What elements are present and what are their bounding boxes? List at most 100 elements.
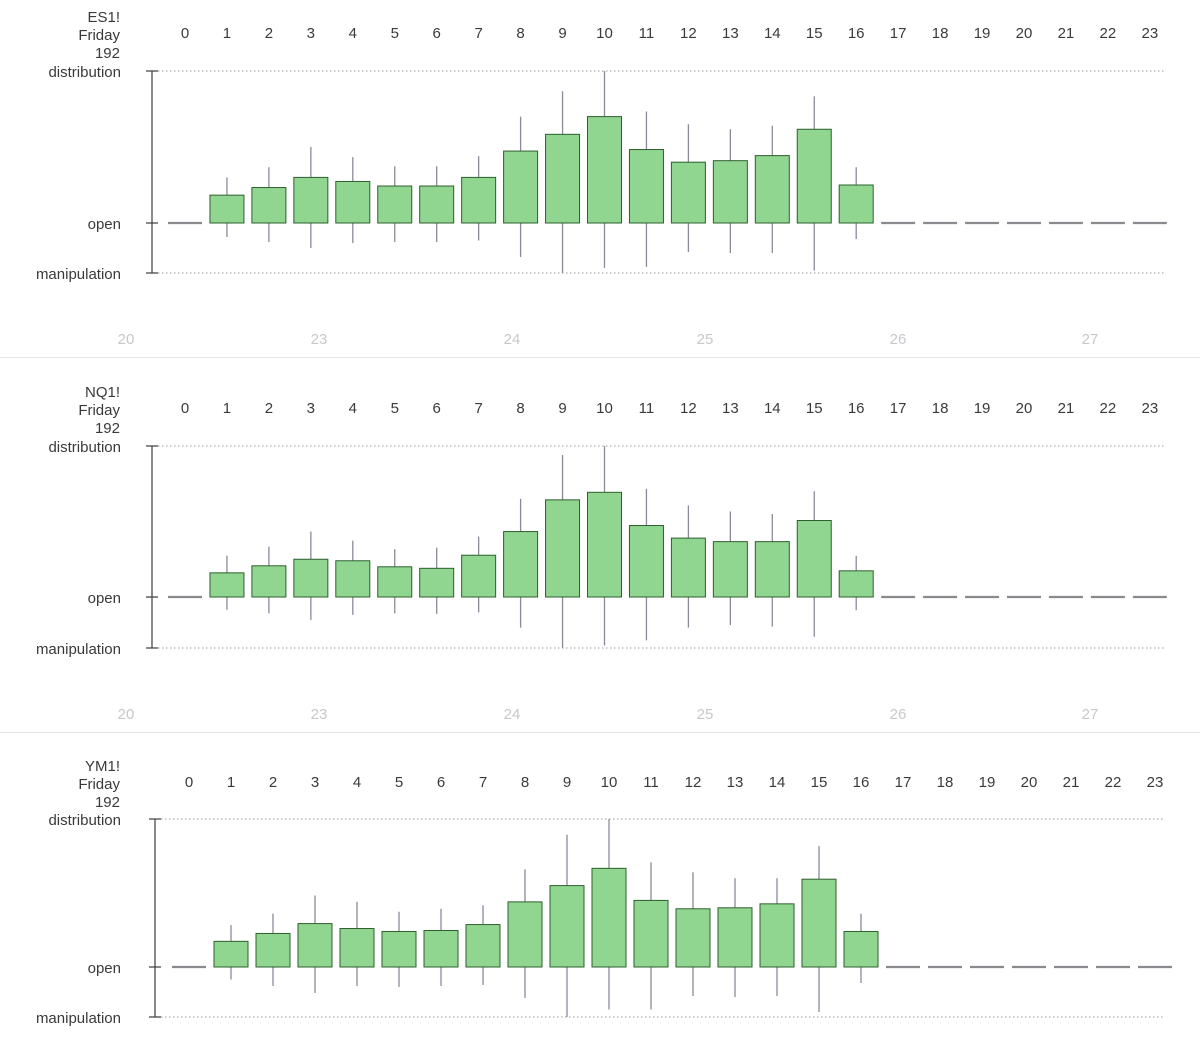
candle-body — [633, 899, 669, 968]
candle — [545, 91, 581, 273]
candle — [423, 908, 459, 986]
candle-body — [754, 541, 790, 598]
candle — [628, 111, 664, 267]
candle — [293, 147, 329, 248]
hour-tick-label: 6 — [433, 400, 441, 417]
candle — [377, 166, 413, 242]
y-tick-label-top: distribution — [48, 64, 121, 81]
hour-tick-label: 20 — [1016, 400, 1033, 417]
candle-body — [587, 491, 622, 598]
hour-tick-label: 23 — [1142, 400, 1159, 417]
candle-body — [209, 194, 245, 224]
hour-tick-label: 21 — [1058, 25, 1075, 42]
candle — [465, 905, 501, 985]
hour-tick-label: 18 — [937, 774, 954, 791]
bottom-axis-label: 25 — [697, 331, 714, 348]
hour-tick-label: 6 — [433, 25, 441, 42]
hour-tick-label: 21 — [1063, 774, 1080, 791]
hour-tick-label: 1 — [223, 400, 231, 417]
hour-tick-label: 0 — [185, 774, 193, 791]
hour-tick-label: 10 — [601, 774, 618, 791]
bottom-axis-label: 26 — [890, 331, 907, 348]
candle-body — [251, 565, 287, 598]
bottom-axis-label: 25 — [697, 706, 714, 723]
candle — [381, 911, 417, 987]
candle — [712, 511, 748, 626]
candle — [587, 446, 622, 646]
candle — [209, 555, 245, 610]
candle-body — [377, 566, 413, 598]
candle-body — [213, 940, 249, 968]
candle — [633, 862, 669, 1010]
candle — [209, 177, 245, 237]
y-tick-label-mid: open — [88, 216, 121, 233]
chart-title-symbol: NQ1! — [85, 384, 120, 401]
candle — [507, 869, 543, 998]
hour-tick-label: 19 — [974, 25, 991, 42]
hour-tick-label: 5 — [391, 25, 399, 42]
candle-body — [461, 554, 497, 598]
candle — [591, 819, 627, 1010]
candle — [675, 872, 711, 996]
candle-body — [712, 160, 748, 224]
hour-tick-label: 15 — [806, 400, 823, 417]
hour-tick-label: 12 — [680, 25, 697, 42]
hour-tick-label: 17 — [890, 25, 907, 42]
candle — [838, 555, 874, 611]
candle — [796, 491, 832, 637]
candle — [503, 498, 539, 628]
hour-tick-label: 9 — [558, 25, 566, 42]
chart-title-day: Friday — [78, 402, 120, 419]
candle — [461, 156, 497, 241]
hour-tick-label: 20 — [1016, 25, 1033, 42]
candle — [419, 547, 455, 614]
hour-tick-label: 17 — [895, 774, 912, 791]
candle — [213, 925, 249, 980]
hour-tick-label: 7 — [474, 25, 482, 42]
candle — [297, 895, 333, 993]
hour-tick-label: 13 — [722, 400, 739, 417]
chart-title-count: 192 — [95, 45, 120, 62]
candle — [419, 166, 455, 242]
candle — [670, 505, 706, 628]
candle — [545, 455, 581, 648]
hour-tick-label: 4 — [349, 25, 357, 42]
candle-body — [796, 128, 832, 224]
candle-body — [255, 932, 291, 968]
candle-body — [796, 519, 832, 598]
candle — [759, 878, 795, 996]
hour-tick-label: 12 — [685, 774, 702, 791]
bottom-axis-label: 24 — [504, 706, 521, 723]
hour-tick-label: 12 — [680, 400, 697, 417]
candle — [717, 878, 753, 997]
hour-tick-label: 17 — [890, 400, 907, 417]
candle — [843, 913, 879, 983]
candle — [754, 513, 790, 627]
candle-body — [675, 908, 711, 968]
hour-tick-label: 14 — [764, 25, 781, 42]
bottom-axis-label: 20 — [118, 331, 135, 348]
candle-body — [209, 572, 245, 598]
hour-tick-label: 11 — [639, 400, 655, 417]
candle — [796, 96, 832, 271]
candle — [335, 540, 371, 615]
candle — [461, 536, 497, 613]
hour-tick-label: 14 — [764, 400, 781, 417]
candle — [712, 129, 748, 253]
hour-tick-label: 0 — [181, 25, 189, 42]
hour-tick-label: 18 — [932, 400, 949, 417]
hour-tick-label: 16 — [848, 400, 865, 417]
hour-tick-label: 11 — [639, 25, 655, 42]
hour-tick-label: 3 — [311, 774, 319, 791]
hour-tick-label: 8 — [516, 400, 524, 417]
candle — [838, 167, 874, 239]
candle-body — [503, 531, 539, 598]
candle-body — [419, 567, 455, 598]
chart-title-day: Friday — [78, 27, 120, 44]
bottom-axis-label: 27 — [1082, 331, 1099, 348]
hour-tick-label: 10 — [596, 25, 613, 42]
candle-body — [377, 185, 413, 224]
chart-title-count: 192 — [95, 420, 120, 437]
